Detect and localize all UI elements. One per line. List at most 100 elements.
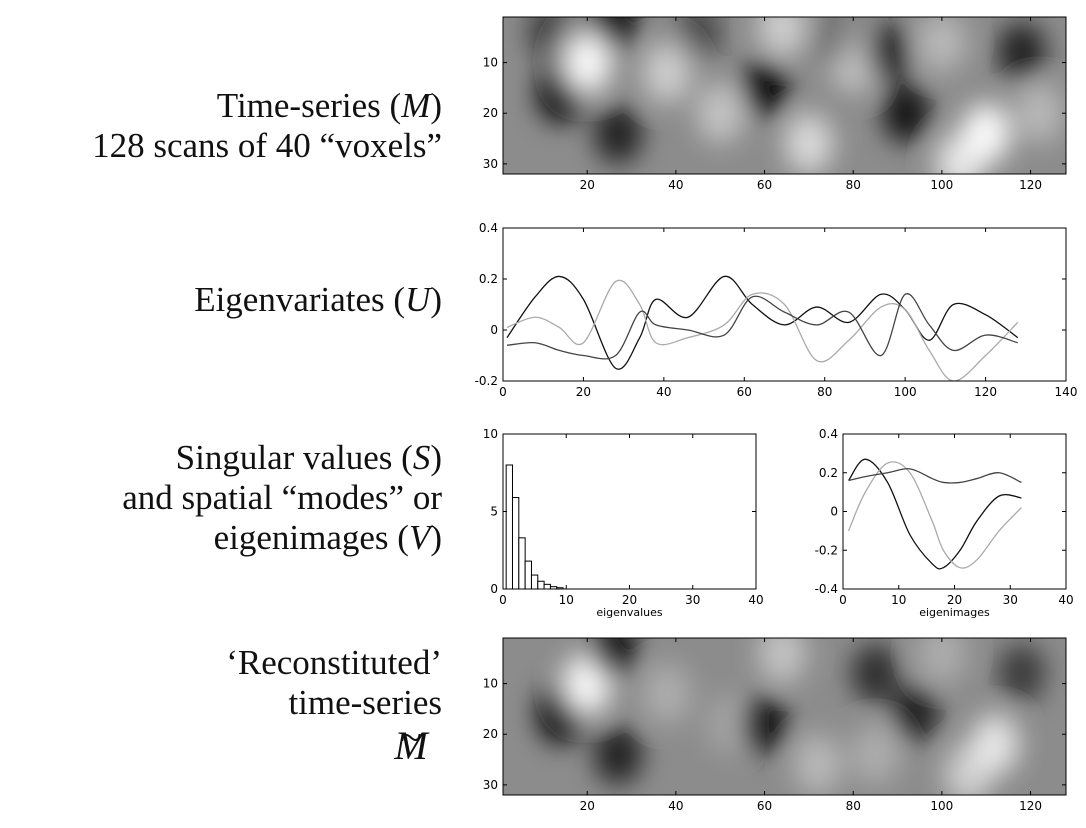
heatmap-cell bbox=[864, 22, 913, 83]
label-reconstituted: ‘Reconstituted’ time-series bbox=[226, 643, 442, 722]
x-tick-label: 40 bbox=[668, 178, 683, 192]
x-tick-label: 100 bbox=[930, 178, 953, 192]
y-tick-label: 0.2 bbox=[479, 272, 498, 286]
x-tick-label: 0 bbox=[499, 385, 507, 399]
series-line-1 bbox=[506, 275, 1019, 370]
x-tick-label: 30 bbox=[1003, 593, 1018, 607]
series-line-3 bbox=[506, 293, 1018, 360]
heatmap-cell bbox=[589, 638, 638, 679]
x-tick-label: 10 bbox=[559, 593, 574, 607]
reconstituted-symbol-letter: M bbox=[394, 723, 428, 768]
x-tick-label: 120 bbox=[1019, 799, 1042, 813]
y-tick-label: -0.4 bbox=[815, 582, 838, 596]
y-tick-label: 10 bbox=[483, 56, 498, 70]
x-tick-label: 0 bbox=[839, 593, 847, 607]
series-line-1 bbox=[848, 458, 1022, 570]
y-tick-label: 10 bbox=[483, 677, 498, 691]
x-tick-label: 60 bbox=[757, 178, 772, 192]
x-tick-label: 40 bbox=[1058, 593, 1073, 607]
x-tick-label: 0 bbox=[499, 593, 507, 607]
heatmap-cell bbox=[758, 638, 807, 684]
heatmap-cell bbox=[851, 643, 900, 704]
x-axis-label: eigenvalues bbox=[596, 606, 663, 619]
y-tick-label: -0.2 bbox=[815, 543, 838, 557]
bar bbox=[543, 583, 551, 590]
x-tick-label: 120 bbox=[974, 385, 997, 399]
heatmap-cell bbox=[784, 113, 833, 174]
heatmap-cell bbox=[563, 32, 612, 93]
y-tick-label: 30 bbox=[483, 778, 498, 792]
x-tick-label: 20 bbox=[580, 799, 595, 813]
heatmap-cell bbox=[971, 714, 1020, 775]
y-tick-label: 0.4 bbox=[819, 427, 838, 441]
heatmap-cell bbox=[696, 83, 745, 144]
y-tick-label: 0.2 bbox=[819, 466, 838, 480]
heatmap-panel-0: 20 40 60 80 100 120 10 20 30 bbox=[483, 16, 1067, 192]
heatmap-panel-4: 20 40 60 80 100 120 10 20 30 bbox=[483, 637, 1067, 813]
x-tick-label: 20 bbox=[947, 593, 962, 607]
x-tick-label: 40 bbox=[656, 385, 671, 399]
heatmap-cell bbox=[758, 17, 807, 58]
y-tick-label: 10 bbox=[483, 427, 498, 441]
y-tick-label: 0 bbox=[490, 323, 498, 337]
label-timeseries: Time-series (M) 128 scans of 40 “voxels” bbox=[92, 86, 442, 165]
heatmap-cell bbox=[594, 724, 643, 785]
line-panel-1: 0 20 40 60 80 100 120 140-0.200.20.4 bbox=[475, 221, 1078, 399]
y-tick-label: -0.2 bbox=[475, 374, 498, 388]
x-tick-label: 40 bbox=[668, 799, 683, 813]
heatmap-cell bbox=[643, 42, 692, 103]
heatmap-cell bbox=[740, 57, 789, 118]
reconstituted-symbol: ~ M bbox=[394, 715, 428, 768]
bar-panel-2: 0 10 20 30 40 0 5 10 eigenvalues bbox=[483, 427, 764, 619]
axes-frame bbox=[502, 227, 1067, 382]
bar bbox=[511, 497, 520, 590]
heatmap-cell bbox=[643, 663, 692, 724]
heatmap-cell bbox=[674, 17, 723, 63]
y-tick-label: 0 bbox=[490, 582, 498, 596]
heatmap-cell bbox=[740, 694, 789, 755]
y-tick-label: 0 bbox=[830, 505, 838, 519]
y-tick-label: 30 bbox=[483, 157, 498, 171]
heatmap-cell bbox=[594, 103, 643, 164]
series-line-2 bbox=[847, 461, 1022, 569]
x-tick-label: 80 bbox=[817, 385, 832, 399]
axes-frame bbox=[502, 637, 1067, 796]
line-panel-3: 0 10 20 30 40 -0.4 -0.2 0 0.2 0.4 eigenimages bbox=[815, 427, 1074, 619]
y-tick-label: 20 bbox=[483, 106, 498, 120]
heatmap-cell bbox=[793, 734, 842, 795]
label-singular-values: Singular values (S) and spatial “modes” … bbox=[122, 438, 442, 557]
heatmap-cell bbox=[891, 683, 940, 744]
axes-frame bbox=[502, 16, 1067, 175]
bar bbox=[518, 537, 526, 590]
x-tick-label: 80 bbox=[846, 799, 861, 813]
heatmap-cell bbox=[527, 17, 576, 63]
x-tick-label: 120 bbox=[1019, 178, 1042, 192]
heatmap-cell bbox=[917, 638, 966, 684]
bar bbox=[530, 574, 539, 590]
heatmap-cell bbox=[882, 83, 931, 144]
axes-frame bbox=[842, 433, 1067, 590]
x-tick-label: 80 bbox=[846, 178, 861, 192]
bar bbox=[505, 464, 513, 590]
x-tick-label: 40 bbox=[748, 593, 763, 607]
x-tick-label: 10 bbox=[891, 593, 906, 607]
axes-frame bbox=[502, 433, 757, 590]
heatmap-cell bbox=[962, 103, 1011, 164]
x-tick-label: 60 bbox=[757, 799, 772, 813]
x-axis-label: eigenimages bbox=[919, 606, 990, 619]
heatmap-cell bbox=[1015, 83, 1064, 144]
x-tick-label: 20 bbox=[580, 178, 595, 192]
heatmap-cell bbox=[705, 694, 754, 755]
y-tick-label: 20 bbox=[483, 727, 498, 741]
x-tick-label: 60 bbox=[737, 385, 752, 399]
x-tick-label: 20 bbox=[622, 593, 637, 607]
x-tick-label: 140 bbox=[1055, 385, 1078, 399]
heatmap-cell bbox=[807, 17, 856, 68]
bar bbox=[524, 560, 532, 590]
x-tick-label: 30 bbox=[685, 593, 700, 607]
bar bbox=[537, 580, 545, 590]
x-tick-label: 100 bbox=[930, 799, 953, 813]
y-tick-label: 5 bbox=[490, 505, 498, 519]
series-line-2 bbox=[506, 279, 1019, 381]
